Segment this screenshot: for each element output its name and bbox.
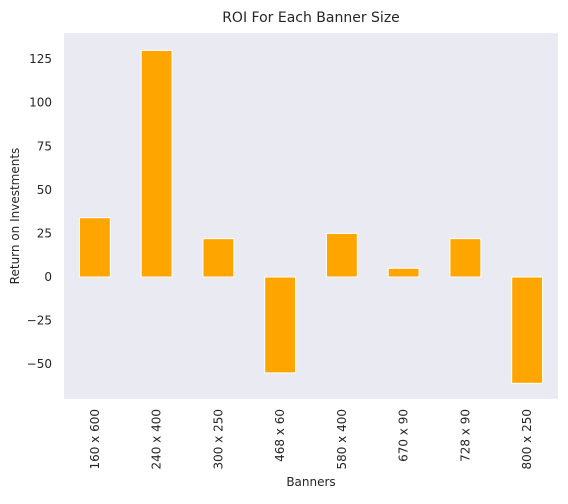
bar-300x250 [202,238,235,278]
bar-800x250 [511,276,544,384]
y-axis-ticks: −50 −25 0 25 50 75 100 125 [27,52,52,371]
x-tick-label: 300 x 250 [211,409,225,470]
x-axis-ticks: 160 x 600 240 x 400 300 x 250 468 x 60 580 x… [88,409,534,470]
y-tick-label: 75 [37,139,52,153]
bar-160x600 [78,217,111,278]
bar-468x60 [264,276,297,374]
bar-580x400 [325,232,358,278]
y-tick-label: 125 [29,52,52,66]
x-tick-label: 800 x 250 [520,409,534,470]
x-tick-label: 160 x 600 [88,409,102,470]
x-tick-label: 468 x 60 [273,409,287,462]
bar-240x400 [140,49,173,278]
x-tick-label: 580 x 400 [335,409,349,470]
bars-group [78,49,544,384]
y-tick-label: 0 [44,270,52,284]
bar-670x90 [387,267,420,278]
chart-title: ROI For Each Banner Size [222,10,400,26]
bar-728x90 [449,238,482,278]
y-tick-label: 25 [37,226,52,240]
x-axis-label: Banners [286,475,335,489]
y-tick-label: 100 [29,96,52,110]
y-tick-label: −25 [27,314,52,328]
y-tick-label: −50 [27,357,52,371]
x-tick-label: 240 x 400 [150,409,164,470]
x-tick-label: 728 x 90 [458,409,472,462]
plot-area [64,33,558,399]
y-tick-label: 50 [37,183,52,197]
y-axis-label: Return on Investments [8,148,22,285]
x-tick-label: 670 x 90 [397,409,411,462]
